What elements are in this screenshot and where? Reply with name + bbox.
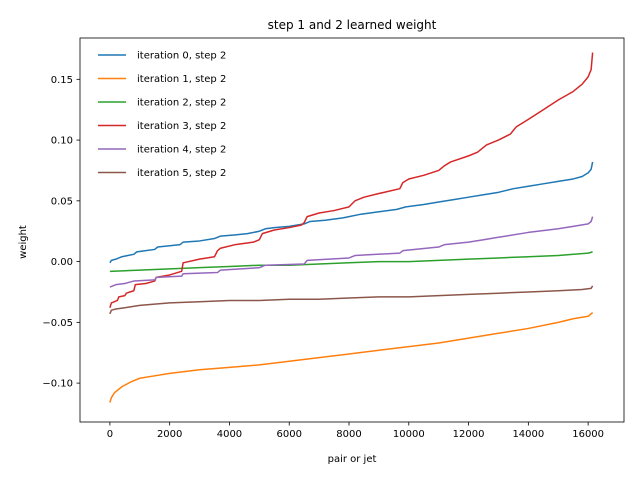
legend-label-4: iteration 4, step 2 bbox=[137, 145, 226, 156]
y-axis: −0.10 −0.05 0.00 0.05 0.10 0.15 bbox=[42, 75, 80, 390]
legend-label-5: iteration 5, step 2 bbox=[137, 168, 226, 179]
plot-frame bbox=[79, 37, 625, 423]
x-tick-label: 4000 bbox=[217, 429, 242, 440]
y-tick-label: 0.00 bbox=[51, 257, 73, 268]
legend-label-3: iteration 3, step 2 bbox=[137, 121, 226, 132]
series-line-0 bbox=[109, 161, 594, 264]
x-axis-label: pair or jet bbox=[328, 454, 377, 465]
x-tick-label: 10000 bbox=[393, 429, 425, 440]
x-tick-label: 8000 bbox=[336, 429, 361, 440]
legend-label-0: iteration 0, step 2 bbox=[137, 51, 226, 62]
series-line-5 bbox=[109, 285, 594, 315]
series-layer bbox=[109, 52, 594, 403]
series-line-3 bbox=[109, 52, 594, 308]
legend: iteration 0, step 2 iteration 1, step 2 it… bbox=[98, 51, 226, 179]
x-tick-label: 6000 bbox=[277, 429, 302, 440]
y-tick-label: 0.15 bbox=[51, 75, 73, 86]
series-line-2 bbox=[109, 251, 593, 273]
y-tick-label: −0.10 bbox=[42, 379, 73, 390]
x-tick-label: 16000 bbox=[572, 429, 604, 440]
series-line-4 bbox=[109, 216, 594, 288]
series-line-1 bbox=[109, 312, 594, 403]
x-tick-label: 0 bbox=[107, 429, 113, 440]
y-axis-label: weight bbox=[18, 225, 29, 259]
x-tick-label: 2000 bbox=[157, 429, 182, 440]
x-axis: 0 2000 4000 6000 8000 10000 12000 14000 16000 bbox=[107, 422, 604, 440]
legend-label-1: iteration 1, step 2 bbox=[137, 74, 226, 85]
x-tick-label: 12000 bbox=[453, 429, 485, 440]
y-tick-label: −0.05 bbox=[42, 318, 73, 329]
chart-title: step 1 and 2 learned weight bbox=[268, 18, 437, 32]
x-tick-label: 14000 bbox=[512, 429, 544, 440]
legend-label-2: iteration 2, step 2 bbox=[137, 98, 226, 109]
y-tick-label: 0.10 bbox=[51, 136, 73, 147]
y-tick-label: 0.05 bbox=[51, 196, 73, 207]
